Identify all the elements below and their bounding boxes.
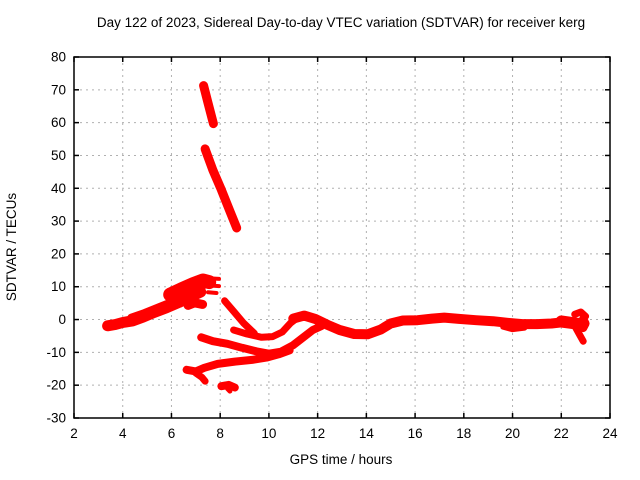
- y-tick-label: 50: [51, 148, 66, 163]
- scatter-stroke-end-blob-right: [579, 314, 590, 333]
- scatter-stroke-cap-tooth-1: [206, 276, 221, 281]
- x-axis-label: GPS time / hours: [290, 452, 393, 467]
- x-tick-label: 10: [261, 426, 276, 441]
- y-tick-label: 20: [51, 246, 66, 261]
- scatter-stroke-descending-streak: [221, 297, 258, 337]
- x-tick-label: 22: [554, 426, 569, 441]
- x-tick-label: 16: [408, 426, 423, 441]
- grid-layer: [74, 57, 610, 418]
- x-tick-label: 8: [216, 426, 224, 441]
- scatter-stroke-isolated-blob-tail: [225, 386, 233, 394]
- y-tick-label: -10: [46, 345, 66, 360]
- scatter-stroke-end-blob-tail: [572, 324, 587, 345]
- scatter-stroke-isolated-blob: [217, 380, 239, 392]
- data-points-layer: [102, 81, 590, 394]
- y-tick-label: 80: [51, 50, 66, 65]
- plot-border: [73, 56, 611, 419]
- y-tick-label: 10: [51, 279, 66, 294]
- y-tick-label: -20: [46, 378, 66, 393]
- axes-frame-layer: [73, 56, 611, 419]
- x-tick-label: 20: [505, 426, 520, 441]
- scatter-stroke-band-lower-fringe: [500, 324, 528, 333]
- y-tick-label: 30: [51, 214, 66, 229]
- chart-title: Day 122 of 2023, Sidereal Day-to-day VTE…: [97, 15, 585, 30]
- y-tick-label: 0: [58, 312, 66, 327]
- tick-label-layer: 2 4 6 8 10 12 14 16 18 20 22 24-30-20-1001020304050…: [46, 50, 618, 442]
- x-tick-label: 4: [119, 426, 127, 441]
- scatter-stroke-small-blob: [183, 298, 208, 310]
- scatter-stroke-low-trace-hook: [192, 369, 209, 385]
- scatter-stroke-main-band: [288, 310, 579, 340]
- scatter-stroke-morning-cluster-cap: [163, 273, 217, 302]
- scatter-stroke-cap-tooth-3: [206, 290, 219, 295]
- scatter-stroke-end-blob-main: [555, 315, 586, 331]
- x-tick-label: 2: [70, 426, 78, 441]
- scatter-stroke-steep-streak-lower: [200, 144, 242, 233]
- x-tick-label: 6: [168, 426, 176, 441]
- y-tick-label: 60: [51, 115, 66, 130]
- y-axis-label: SDTVAR / TECUs: [4, 193, 19, 302]
- scatter-stroke-low-trace: [182, 346, 294, 376]
- x-tick-label: 24: [602, 426, 618, 441]
- y-tick-label: 40: [51, 181, 66, 196]
- x-tick-label: 18: [456, 426, 471, 441]
- y-tick-label: -30: [46, 411, 66, 426]
- x-tick-label: 14: [359, 426, 375, 441]
- scatter-stroke-cap-tooth-2: [207, 283, 221, 289]
- scatter-stroke-steep-streak-upper: [199, 81, 218, 129]
- y-tick-label: 70: [51, 82, 66, 97]
- x-tick-label: 12: [310, 426, 325, 441]
- scatter-stroke-morning-cluster-upper: [127, 283, 206, 322]
